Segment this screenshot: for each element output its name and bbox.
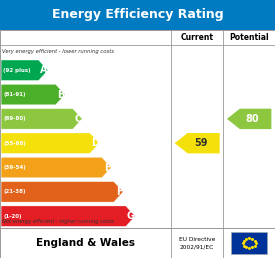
Text: (81-91): (81-91): [3, 92, 26, 97]
Text: Current: Current: [181, 33, 214, 42]
Text: Potential: Potential: [229, 33, 269, 42]
Text: EU Directive: EU Directive: [179, 237, 215, 242]
Text: (1-20): (1-20): [3, 214, 21, 219]
Text: (55-68): (55-68): [3, 141, 26, 146]
Polygon shape: [175, 133, 220, 154]
Text: C: C: [74, 114, 81, 124]
Text: Not energy efficient - higher running costs: Not energy efficient - higher running co…: [2, 219, 114, 224]
Text: E: E: [104, 163, 110, 173]
Text: F: F: [116, 187, 122, 197]
Text: England & Wales: England & Wales: [36, 238, 135, 248]
Text: 80: 80: [246, 114, 259, 124]
FancyBboxPatch shape: [231, 232, 267, 254]
Text: Very energy efficient - lower running costs: Very energy efficient - lower running co…: [2, 49, 114, 54]
Text: A: A: [40, 65, 48, 75]
Text: D: D: [91, 138, 99, 148]
Polygon shape: [1, 133, 99, 154]
Polygon shape: [1, 182, 123, 202]
Text: (39-54): (39-54): [3, 165, 26, 170]
Polygon shape: [1, 60, 48, 80]
Polygon shape: [227, 109, 271, 129]
Text: Energy Efficiency Rating: Energy Efficiency Rating: [52, 8, 223, 21]
Text: (69-80): (69-80): [3, 116, 26, 121]
Text: 2002/91/EC: 2002/91/EC: [180, 244, 214, 249]
Text: B: B: [57, 90, 64, 100]
Bar: [0, 30, 275, 228]
Bar: [0, 228, 275, 258]
Text: G: G: [127, 211, 135, 221]
Polygon shape: [1, 206, 135, 226]
Polygon shape: [1, 109, 82, 129]
Text: 59: 59: [194, 138, 207, 148]
Text: (21-38): (21-38): [3, 189, 26, 194]
Polygon shape: [1, 84, 65, 105]
Polygon shape: [1, 157, 111, 178]
Text: (92 plus): (92 plus): [3, 68, 31, 73]
Bar: [0, 0, 275, 30]
